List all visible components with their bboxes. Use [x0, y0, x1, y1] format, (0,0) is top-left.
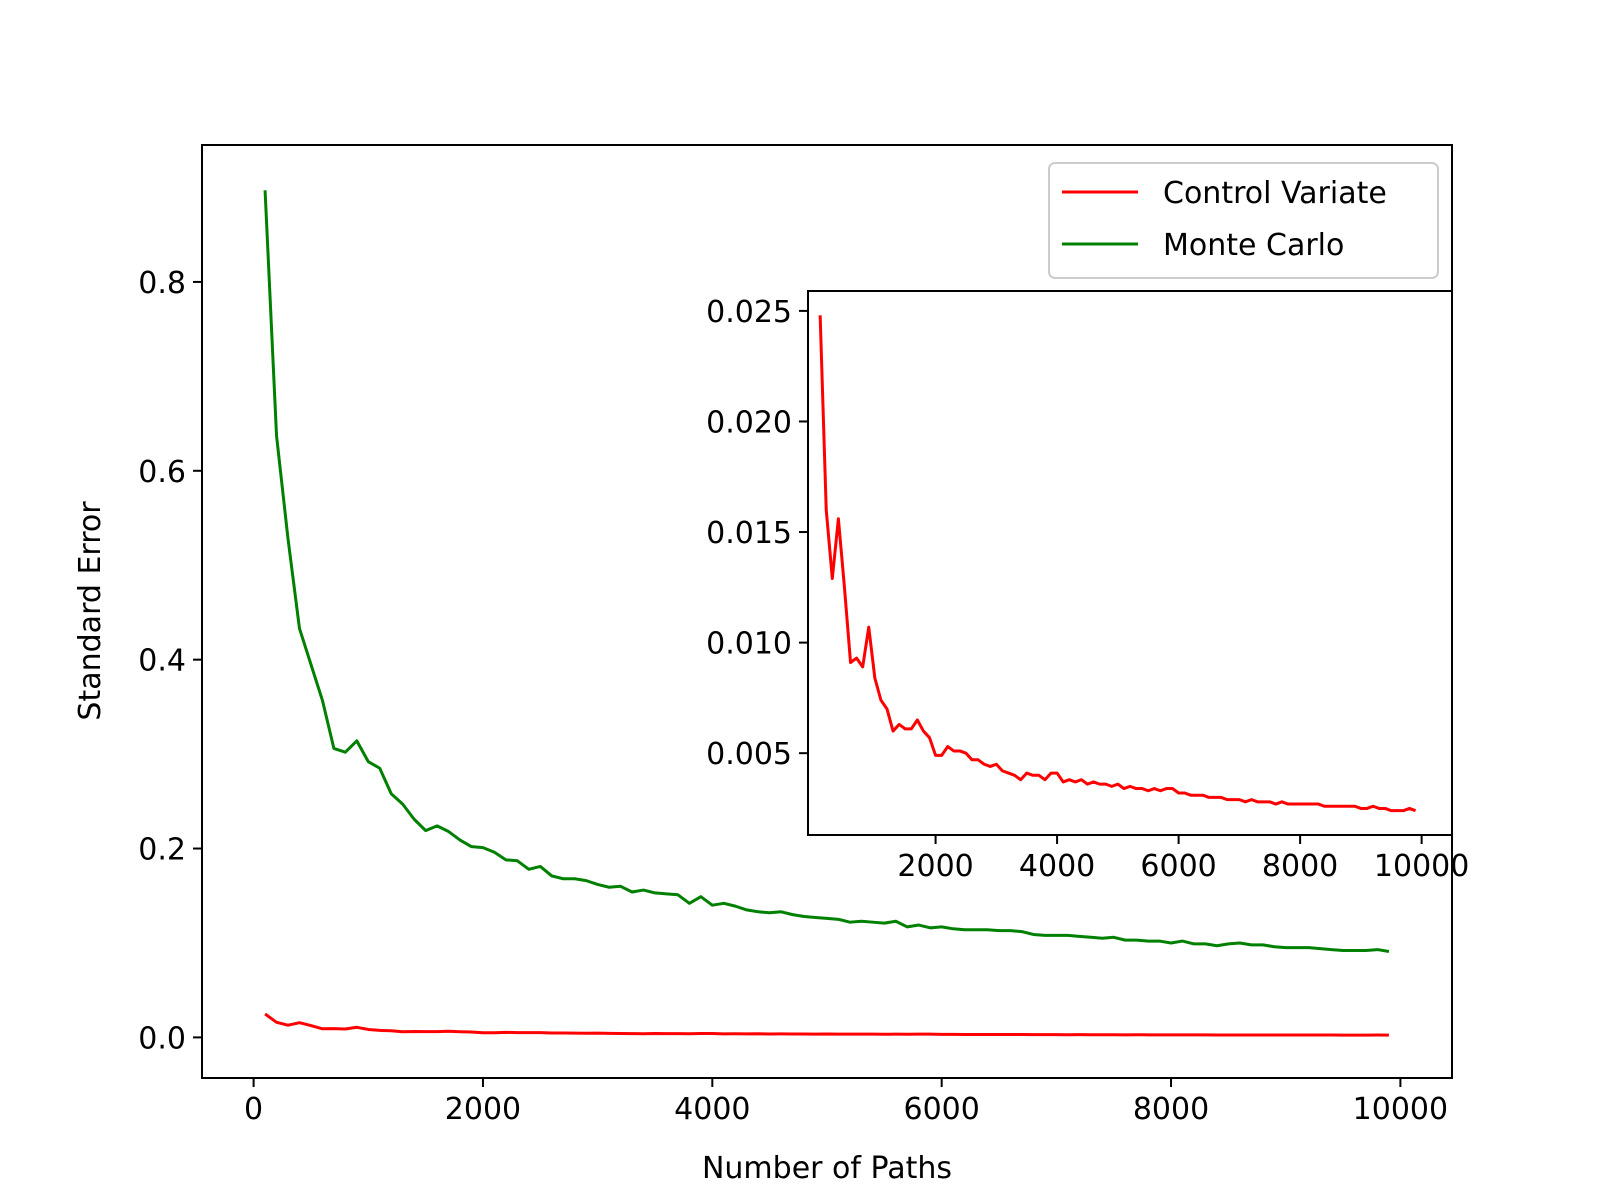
- inset-background: [808, 291, 1452, 835]
- inset-x-tick-label: 2000: [897, 849, 973, 884]
- legend-label-monte-carlo: Monte Carlo: [1163, 228, 1344, 263]
- main-y-ticks: 0.0 0.2 0.4 0.6 0.8: [138, 266, 202, 1056]
- inset-series-line-control-variate: [818, 315, 1417, 813]
- main-series-lines: [263, 190, 1390, 1037]
- inset-series-lines: [818, 315, 1417, 813]
- inset-x-tick-label: 8000: [1262, 849, 1338, 884]
- y-tick-label: 0.6: [138, 455, 186, 490]
- inset-y-tick-label: 0.025: [706, 295, 792, 330]
- legend-frame: [1048, 162, 1439, 279]
- y-tick-label: 0.2: [138, 833, 186, 868]
- x-axis-label: Number of Paths: [702, 1151, 952, 1186]
- inset-x-tick-label: 6000: [1140, 849, 1216, 884]
- x-tick-label: 4000: [674, 1092, 750, 1127]
- legend: Control Variate Monte Carlo: [1048, 162, 1439, 279]
- inset-y-tick-label: 0.005: [706, 737, 792, 772]
- inset-axes: 2000 4000 6000 8000 10000 0.0050.0100.0150.0…: [706, 290, 1469, 884]
- y-tick-label: 0.0: [138, 1021, 186, 1056]
- y-tick-label: 0.4: [138, 644, 186, 679]
- inset-y-tick-label: 0.010: [706, 627, 792, 662]
- main-x-ticks: 0 2000 4000 6000 8000 10000: [244, 1078, 1448, 1127]
- x-tick-label: 0: [244, 1092, 263, 1127]
- inset-y-ticks: 0.005 0.010 0.015 0.020 0.025: [706, 295, 808, 772]
- inset-axes-frame: [807, 290, 1453, 836]
- series-line-control-variate: [264, 1012, 1389, 1037]
- series-line-monte-carlo: [263, 190, 1390, 953]
- y-tick-label: 0.8: [138, 266, 186, 301]
- x-tick-label: 2000: [445, 1092, 521, 1127]
- inset-x-tick-label: 10000: [1374, 849, 1469, 884]
- y-axis-label: Standard Error: [73, 501, 108, 721]
- inset-y-tick-label: 0.015: [706, 516, 792, 551]
- legend-label-control-variate: Control Variate: [1163, 176, 1387, 211]
- x-tick-label: 8000: [1133, 1092, 1209, 1127]
- inset-x-tick-label: 4000: [1019, 849, 1095, 884]
- x-tick-label: 10000: [1353, 1092, 1448, 1127]
- x-tick-label: 6000: [903, 1092, 979, 1127]
- inset-y-tick-label: 0.020: [706, 405, 792, 440]
- inset-x-ticks: 2000 4000 6000 8000 10000: [897, 835, 1469, 884]
